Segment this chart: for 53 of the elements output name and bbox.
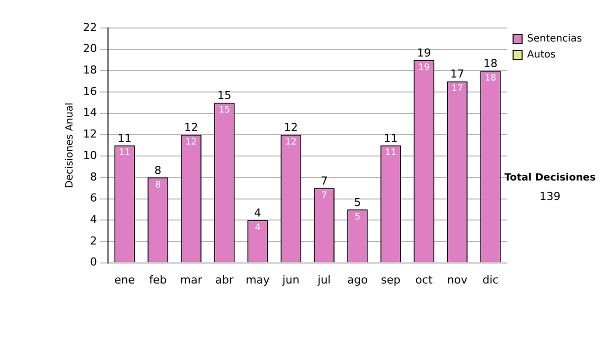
- x-tick-label: abr: [215, 273, 234, 286]
- x-tick-label: mar: [180, 273, 203, 286]
- legend-label: Sentencias: [527, 34, 582, 45]
- y-tick-label: 22: [82, 20, 97, 34]
- text: 139: [540, 190, 560, 203]
- x-tick-label: sep: [380, 273, 400, 286]
- x-tick-label: may: [246, 273, 270, 286]
- data-label: 12: [185, 138, 197, 148]
- y-tick-label: 14: [82, 106, 97, 120]
- x-tick-label: feb: [149, 273, 167, 286]
- y-tick-label: 0: [90, 256, 97, 269]
- data-label: 17: [452, 84, 463, 94]
- x-tick-label: jul: [316, 273, 331, 286]
- total-label: 7: [320, 174, 328, 188]
- data-label: 7: [321, 190, 328, 201]
- y-tick-label: 2: [90, 234, 97, 248]
- x-tick-label: ago: [347, 273, 368, 286]
- legend-label: Autos: [527, 50, 556, 61]
- total-label: 12: [184, 121, 198, 134]
- annotation: Total Decisiones: [504, 172, 596, 184]
- y-tick-label: 12: [82, 128, 97, 141]
- total-label: 11: [384, 132, 398, 145]
- y-tick-label: 20: [82, 42, 97, 56]
- y-tick-label: 18: [82, 64, 97, 77]
- total-label: 17: [450, 68, 464, 81]
- total-label: 15: [217, 89, 232, 102]
- data-label: 12: [285, 138, 297, 148]
- data-label: 11: [384, 148, 396, 158]
- data-label: 15: [218, 106, 230, 116]
- total-label: 18: [484, 57, 498, 70]
- data-label: 11: [118, 148, 130, 158]
- y-tick-label: 6: [90, 192, 97, 205]
- y-tick-label: 8: [90, 170, 97, 184]
- y-tick-label: 4: [90, 212, 97, 226]
- data-label: 4: [254, 222, 261, 233]
- data-label: 8: [155, 180, 162, 190]
- y-axis-title: Decisiones Anual: [64, 102, 76, 188]
- y-tick-label: 10: [82, 148, 97, 162]
- total-label: 4: [254, 206, 262, 220]
- x-tick-label: jun: [281, 273, 300, 286]
- total-label: 12: [284, 121, 298, 134]
- data-label: 5: [354, 212, 360, 222]
- data-label: 19: [418, 62, 430, 73]
- total-label: 8: [154, 164, 162, 177]
- total-label: 11: [118, 132, 132, 145]
- x-tick-label: ene: [114, 273, 136, 286]
- x-tick-label: nov: [447, 273, 468, 286]
- x-tick-label: dic: [482, 273, 499, 286]
- total-label: 5: [354, 196, 361, 209]
- x-tick-label: oct: [415, 273, 434, 286]
- total-label: 19: [416, 46, 431, 60]
- y-tick-label: 16: [82, 84, 97, 98]
- data-label: 18: [484, 74, 497, 84]
